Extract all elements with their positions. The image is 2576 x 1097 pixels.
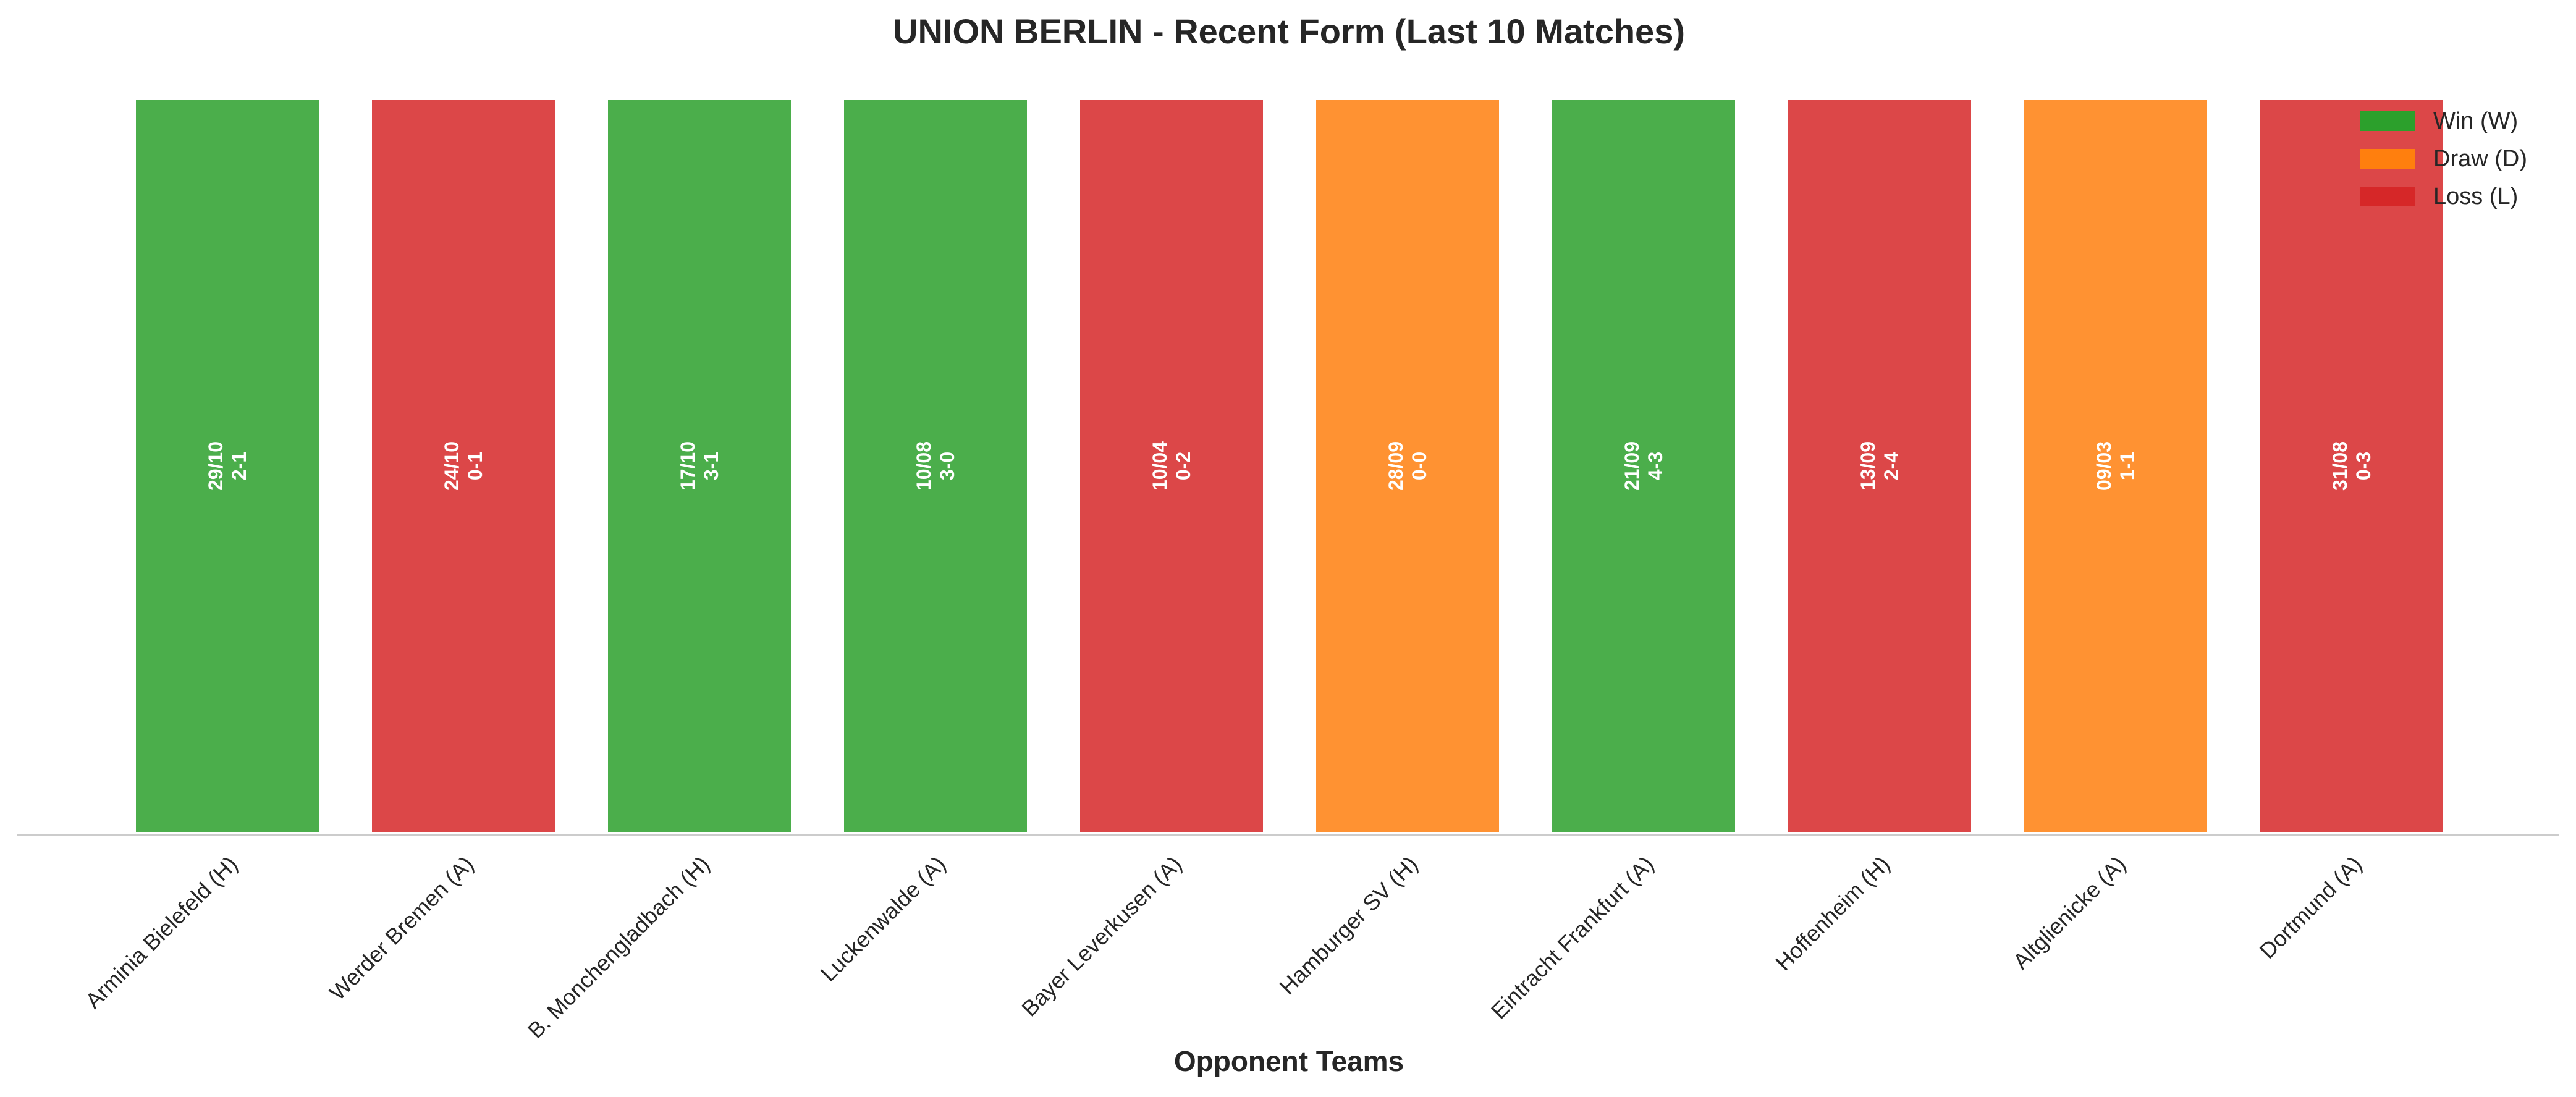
x-tick-label: Arminia Bielefeld (H) [80, 851, 242, 1013]
bar-score-label: 0-0 [1408, 452, 1430, 480]
bar-date-label: 10/04 [1149, 441, 1171, 491]
legend-label-l: Loss (L) [2433, 184, 2518, 210]
bar-date-label: 28/09 [1385, 441, 1407, 491]
tick-label-layer: Arminia Bielefeld (H) Werder Bremen (A) B.… [80, 851, 2367, 1043]
bar-date-label: 21/09 [1621, 441, 1643, 491]
bar-score-label: 0-1 [464, 452, 486, 480]
bar-1 [133, 97, 321, 835]
bar-date-label: 09/03 [2093, 441, 2115, 491]
bar-score-label: 3-1 [700, 452, 722, 480]
bar-score-label: 0-2 [1172, 452, 1194, 480]
bar-10 [2258, 97, 2446, 835]
legend-swatch-l [2360, 187, 2415, 206]
x-tick-label: Hoffenheim (H) [1770, 851, 1894, 975]
x-tick-label: B. Monchengladbach (H) [523, 851, 715, 1043]
bar-score-label: 0-3 [2352, 452, 2375, 480]
x-tick-label: Werder Bremen (A) [324, 851, 478, 1005]
bar-4 [842, 97, 1029, 835]
x-tick-label: Luckenwalde (A) [816, 851, 951, 986]
bar-score-label: 4-3 [1644, 452, 1666, 480]
bar-3 [606, 97, 793, 835]
bar-date-label: 13/09 [1857, 441, 1879, 491]
bar-5 [1078, 97, 1265, 835]
x-tick-label: Hamburger SV (H) [1275, 851, 1423, 999]
legend-label-d: Draw (D) [2433, 146, 2527, 172]
bar-score-label: 2-1 [228, 452, 250, 480]
chart-title: UNION BERLIN - Recent Form (Last 10 Matc… [893, 12, 1685, 51]
bar-score-label: 3-0 [936, 452, 958, 480]
bar-score-label: 2-4 [1880, 452, 1902, 480]
x-axis-label: Opponent Teams [1174, 1045, 1404, 1077]
bar-7 [1550, 97, 1738, 835]
bar-date-label: 24/10 [441, 441, 463, 491]
bar-date-label: 31/08 [2329, 441, 2351, 491]
x-tick-label: Eintracht Frankfurt (A) [1486, 851, 1658, 1023]
bar-9 [2022, 97, 2210, 835]
legend-label-w: Win (W) [2433, 108, 2518, 134]
legend: Win (W) Draw (D) Loss (L) [2360, 108, 2527, 210]
bar-score-label: 1-1 [2116, 452, 2139, 480]
bar-2 [370, 97, 557, 835]
legend-swatch-d [2360, 149, 2415, 169]
bar-6 [1314, 97, 1501, 835]
x-tick-label: Bayer Leverkusen (A) [1016, 851, 1186, 1021]
bar-8 [1786, 97, 1974, 835]
x-tick-label: Dortmund (A) [2255, 851, 2367, 964]
bar-date-label: 17/10 [677, 441, 699, 491]
bar-date-label: 29/10 [205, 441, 227, 491]
bar-date-label: 10/08 [913, 441, 935, 491]
x-tick-label: Altglienicke (A) [2008, 851, 2131, 974]
legend-swatch-w [2360, 111, 2415, 131]
bars-layer: 29/10 2-1 24/10 0-1 17/10 3-1 10/08 3-0 10/04 0-2… [133, 97, 2446, 835]
